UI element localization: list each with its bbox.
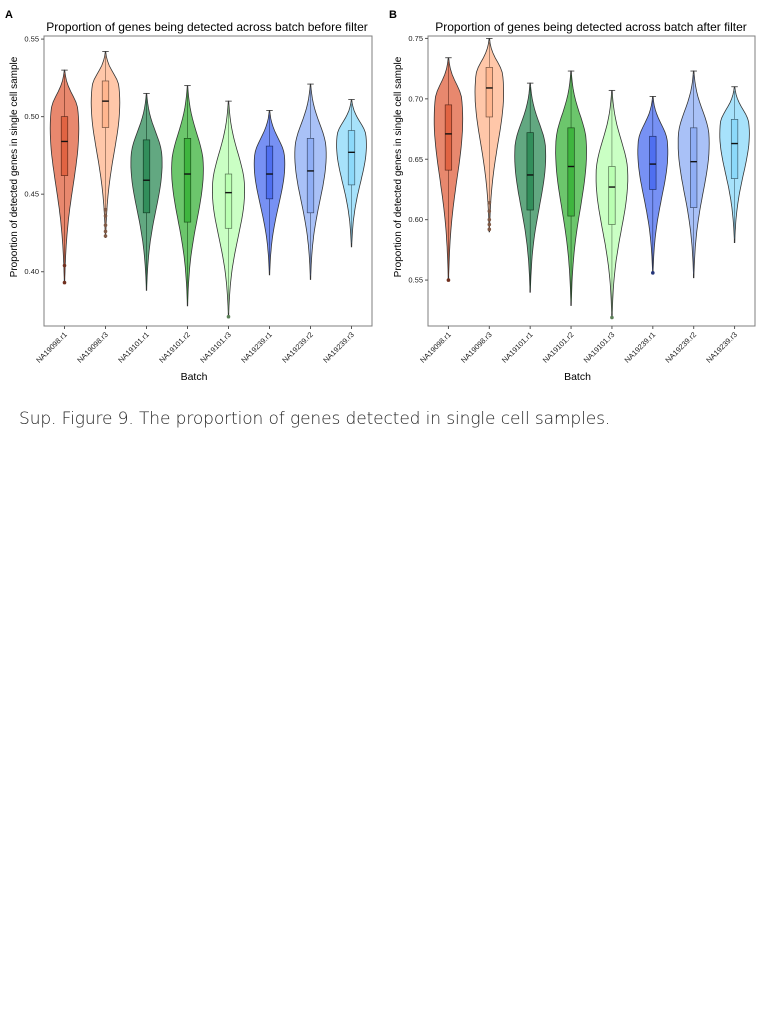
outlier-point (610, 315, 614, 320)
x-tick-label: NA19101.r1 (116, 330, 151, 365)
outlier-point (487, 222, 492, 227)
outlier-point (487, 200, 492, 205)
x-tick-label: NA19101.r2 (541, 330, 576, 365)
x-axis-label: Batch (564, 371, 591, 383)
panel-label: B (389, 9, 397, 21)
violin-NA19239-r2 (294, 83, 327, 280)
box (142, 139, 151, 214)
x-tick-label: NA19239.r2 (663, 330, 698, 365)
box (101, 80, 110, 128)
y-tick-label: 0.65 (408, 155, 423, 164)
outlier-point (487, 227, 492, 232)
x-tick-label: NA19098.r3 (75, 330, 110, 365)
y-tick-label: 0.60 (408, 215, 423, 224)
y-tick-label: 0.50 (24, 112, 39, 121)
outlier-point (62, 263, 67, 268)
x-tick-label: NA19098.r1 (34, 330, 69, 365)
x-tick-label: NA19239.r2 (280, 330, 315, 365)
violin-NA19101-r2 (555, 70, 587, 306)
violin-NA19239-r2 (677, 70, 710, 279)
violin-NA19098-r3 (90, 51, 121, 238)
outlier-point (226, 314, 231, 319)
x-tick-label: NA19239.r3 (704, 330, 739, 365)
violin-NA19239-r3 (336, 99, 367, 248)
box (567, 127, 575, 217)
panel-label: A (5, 9, 13, 21)
violin-NA19098-r3 (474, 38, 504, 233)
violin-NA19239-r1 (253, 110, 286, 276)
box (649, 135, 657, 190)
y-axis-label: Proportion of detected genes in single c… (9, 56, 20, 277)
box (608, 166, 616, 225)
violin-NA19098-r1 (49, 69, 80, 285)
outlier-point (487, 217, 492, 222)
y-tick-label: 0.70 (408, 94, 423, 103)
panel-a: A Proportion of genes being detected acr… (0, 0, 384, 390)
outlier-point (446, 278, 451, 282)
violin-NA19239-r1 (637, 96, 669, 275)
y-tick-label: 0.40 (24, 267, 39, 276)
figure-caption: Sup. Figure 9. The proportion of genes d… (19, 409, 611, 429)
x-tick-label: NA19239.r1 (239, 330, 274, 365)
outlier-point (103, 234, 108, 238)
violin-chart-after-filter: Proportion of genes being detected acros… (393, 20, 756, 383)
box (183, 138, 192, 223)
violin-NA19101-r1 (130, 92, 163, 291)
box (265, 145, 274, 200)
chart-title: Proportion of genes being detected acros… (435, 20, 747, 34)
box (730, 119, 739, 179)
box (306, 138, 315, 214)
x-tick-label: NA19101.r2 (157, 330, 192, 365)
x-tick-label: NA19101.r3 (582, 330, 617, 365)
y-tick-label: 0.45 (24, 190, 39, 199)
box (60, 116, 69, 176)
x-tick-label: NA19101.r1 (500, 330, 535, 365)
outlier-point (103, 229, 108, 234)
box (224, 173, 233, 229)
plot-frame (43, 35, 373, 327)
box (347, 130, 356, 186)
outlier-point (62, 280, 67, 285)
violin-chart-before-filter: Proportion of genes being detected acros… (9, 20, 373, 383)
plot-frame (427, 35, 756, 327)
violin-NA19098-r1 (433, 57, 464, 282)
box (485, 67, 493, 118)
outlier-point (103, 223, 108, 227)
outlier-point (103, 214, 108, 218)
outlier-point (103, 207, 108, 212)
x-tick-label: NA19098.r1 (418, 330, 453, 365)
x-tick-label: NA19239.r3 (321, 330, 356, 365)
x-tick-label: NA19098.r3 (459, 330, 494, 365)
outlier-point (487, 209, 492, 214)
outlier-point (651, 271, 655, 275)
y-tick-label: 0.55 (24, 35, 39, 44)
violin-NA19101-r3 (595, 89, 629, 320)
violin-NA19239-r3 (719, 86, 750, 243)
x-axis-label: Batch (181, 371, 208, 383)
x-tick-label: NA19239.r1 (623, 330, 658, 365)
box (690, 127, 698, 208)
violin-NA19101-r3 (212, 100, 245, 319)
violin-NA19101-r2 (171, 85, 204, 307)
violin-NA19101-r1 (514, 82, 547, 293)
box (526, 132, 534, 211)
panel-b: B Proportion of genes being detected acr… (384, 0, 768, 390)
x-tick-label: NA19101.r3 (198, 330, 233, 365)
y-axis-label: Proportion of detected genes in single c… (393, 56, 404, 277)
y-tick-label: 0.75 (408, 34, 423, 43)
y-tick-label: 0.55 (408, 276, 423, 285)
chart-title: Proportion of genes being detected acros… (46, 20, 368, 34)
box (444, 104, 453, 171)
